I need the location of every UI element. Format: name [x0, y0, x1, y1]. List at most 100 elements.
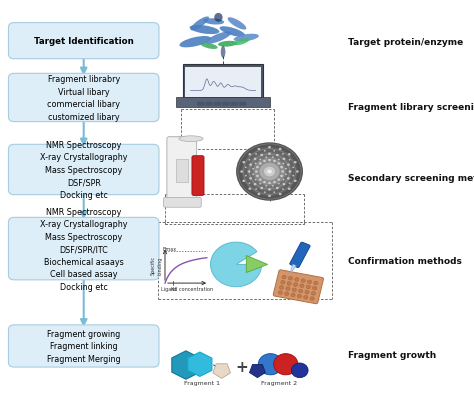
- Text: Ligand concentration: Ligand concentration: [161, 286, 213, 291]
- Circle shape: [248, 183, 250, 185]
- Circle shape: [300, 284, 304, 288]
- Text: Fragment 1: Fragment 1: [184, 380, 220, 385]
- Circle shape: [265, 185, 267, 187]
- Circle shape: [299, 290, 303, 293]
- Ellipse shape: [234, 39, 249, 46]
- Text: Target protein/enzyme: Target protein/enzyme: [348, 38, 464, 47]
- Polygon shape: [246, 256, 268, 273]
- Wedge shape: [210, 242, 262, 287]
- Ellipse shape: [219, 27, 245, 38]
- FancyBboxPatch shape: [9, 74, 159, 122]
- Ellipse shape: [190, 26, 219, 35]
- Circle shape: [288, 277, 292, 280]
- FancyBboxPatch shape: [192, 156, 204, 196]
- Circle shape: [267, 170, 272, 174]
- Circle shape: [272, 185, 273, 187]
- Circle shape: [245, 167, 247, 169]
- Ellipse shape: [191, 17, 209, 31]
- FancyBboxPatch shape: [9, 145, 159, 195]
- FancyBboxPatch shape: [197, 102, 204, 107]
- Circle shape: [295, 278, 299, 282]
- Circle shape: [268, 189, 271, 191]
- Circle shape: [292, 167, 294, 169]
- Ellipse shape: [201, 43, 218, 50]
- Circle shape: [285, 174, 287, 176]
- Circle shape: [257, 193, 260, 196]
- Circle shape: [255, 189, 257, 190]
- Circle shape: [291, 293, 295, 297]
- Circle shape: [260, 188, 263, 190]
- Circle shape: [304, 296, 308, 299]
- FancyBboxPatch shape: [176, 98, 270, 108]
- Circle shape: [281, 171, 284, 173]
- Circle shape: [280, 286, 283, 290]
- Ellipse shape: [180, 37, 211, 48]
- Text: Target Identification: Target Identification: [34, 37, 134, 46]
- Circle shape: [263, 181, 266, 184]
- FancyBboxPatch shape: [222, 102, 229, 107]
- Circle shape: [248, 154, 251, 156]
- Circle shape: [289, 183, 291, 185]
- Polygon shape: [290, 265, 296, 273]
- FancyBboxPatch shape: [164, 198, 201, 208]
- Circle shape: [292, 288, 296, 292]
- Circle shape: [268, 182, 271, 185]
- Text: Confirmation methods: Confirmation methods: [348, 256, 462, 266]
- Circle shape: [311, 292, 316, 295]
- Circle shape: [264, 167, 275, 177]
- Circle shape: [276, 188, 279, 190]
- Circle shape: [292, 176, 294, 177]
- Polygon shape: [249, 365, 265, 378]
- Circle shape: [259, 163, 280, 181]
- Circle shape: [248, 171, 250, 173]
- Circle shape: [287, 164, 290, 166]
- Ellipse shape: [234, 35, 259, 43]
- Circle shape: [268, 147, 271, 149]
- Circle shape: [254, 183, 256, 186]
- FancyBboxPatch shape: [290, 242, 310, 268]
- Text: Secondary screening methods: Secondary screening methods: [348, 174, 474, 183]
- Circle shape: [285, 169, 287, 170]
- Circle shape: [283, 158, 285, 161]
- FancyBboxPatch shape: [273, 270, 323, 304]
- Circle shape: [278, 183, 280, 185]
- Ellipse shape: [218, 42, 237, 47]
- Circle shape: [292, 363, 308, 378]
- FancyBboxPatch shape: [185, 68, 261, 97]
- Circle shape: [273, 160, 276, 163]
- Circle shape: [255, 154, 257, 155]
- Circle shape: [280, 175, 283, 178]
- Circle shape: [248, 159, 250, 161]
- Circle shape: [288, 154, 291, 156]
- Circle shape: [273, 181, 276, 184]
- Text: Bmax: Bmax: [163, 246, 177, 251]
- Circle shape: [252, 174, 254, 176]
- Circle shape: [259, 163, 262, 165]
- Ellipse shape: [228, 18, 246, 31]
- Circle shape: [255, 163, 256, 165]
- Text: Kd: Kd: [170, 287, 176, 292]
- FancyBboxPatch shape: [205, 102, 213, 107]
- Circle shape: [279, 148, 282, 151]
- Polygon shape: [188, 352, 212, 377]
- Circle shape: [273, 151, 275, 152]
- FancyBboxPatch shape: [214, 102, 221, 107]
- Circle shape: [248, 188, 251, 190]
- Ellipse shape: [221, 47, 225, 59]
- Text: NMR Spectroscopy
X-ray Crystallography
Mass Spectroscopy
DSF/SPR/ITC
Biochemical: NMR Spectroscopy X-ray Crystallography M…: [40, 207, 128, 291]
- Circle shape: [282, 275, 286, 279]
- Circle shape: [265, 157, 267, 159]
- Circle shape: [277, 179, 280, 181]
- Ellipse shape: [203, 19, 224, 26]
- Circle shape: [294, 180, 297, 183]
- Text: Fragment library screening: Fragment library screening: [348, 103, 474, 112]
- FancyBboxPatch shape: [9, 24, 159, 59]
- Polygon shape: [213, 364, 230, 378]
- Circle shape: [279, 193, 282, 196]
- Circle shape: [268, 159, 271, 162]
- Circle shape: [245, 176, 247, 177]
- Circle shape: [255, 179, 256, 181]
- Circle shape: [253, 158, 286, 186]
- Text: Fragment librabry
Virtual libary
commercial libary
customized libary: Fragment librabry Virtual libary commerc…: [47, 75, 120, 121]
- Polygon shape: [172, 351, 200, 379]
